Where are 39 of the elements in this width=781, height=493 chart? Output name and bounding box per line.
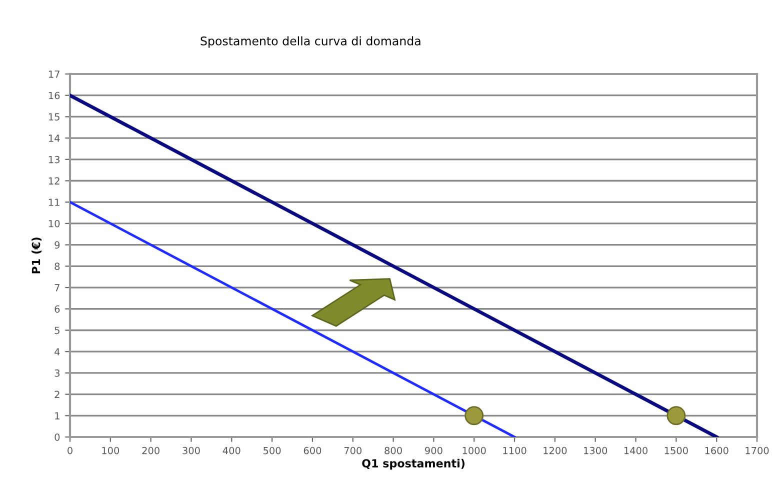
- y-tick-label: 10: [48, 220, 60, 228]
- y-tick-label: 15: [48, 113, 60, 121]
- x-tick-label: 0: [68, 446, 72, 454]
- y-tick-label: 5: [54, 326, 60, 334]
- x-tick-label: 600: [304, 446, 322, 454]
- x-tick-label: 1500: [664, 446, 688, 454]
- x-tick-label: 1300: [584, 446, 608, 454]
- x-tick-label: 400: [222, 446, 240, 454]
- y-tick-label: 13: [48, 156, 60, 164]
- y-tick-label: 1: [55, 412, 60, 420]
- y-tick-label: 16: [48, 92, 60, 100]
- y-tick-label: 7: [54, 284, 60, 292]
- x-tick-label: 700: [344, 446, 362, 454]
- y-axis-title: P1 (€): [32, 238, 42, 274]
- x-tick-label: 1000: [462, 446, 486, 454]
- y-tick-label: 12: [48, 177, 60, 184]
- x-tick-label: 1700: [746, 446, 769, 454]
- x-tick-label: 800: [384, 446, 402, 454]
- y-tick-label: 9: [54, 241, 60, 249]
- x-tick-label: 100: [102, 446, 120, 454]
- x-tick-label: 200: [142, 446, 160, 454]
- y-tick-label: 14: [48, 134, 60, 142]
- x-tick-label: 1100: [503, 446, 526, 454]
- y-tick-label: 2: [54, 390, 60, 398]
- x-tick-label: 1200: [544, 446, 567, 454]
- y-tick-label: 0: [54, 433, 60, 441]
- chart-title: Spostamento della curva di domanda: [200, 36, 420, 48]
- y-tick-label: 3: [54, 369, 60, 377]
- x-tick-label: 1600: [705, 446, 728, 454]
- x-tick-label: 300: [182, 446, 200, 454]
- x-tick-label: 900: [425, 446, 442, 454]
- y-tick-label: 11: [48, 198, 60, 206]
- y-tick-label: 8: [54, 262, 60, 270]
- y-tick-label: 6: [54, 305, 60, 313]
- x-axis-title: Q1 spostamenti): [362, 458, 464, 470]
- x-tick-label: 500: [264, 446, 281, 454]
- x-tick-label: 1400: [624, 446, 648, 454]
- y-tick-label: 4: [54, 348, 60, 356]
- y-tick-label: 17: [48, 70, 60, 78]
